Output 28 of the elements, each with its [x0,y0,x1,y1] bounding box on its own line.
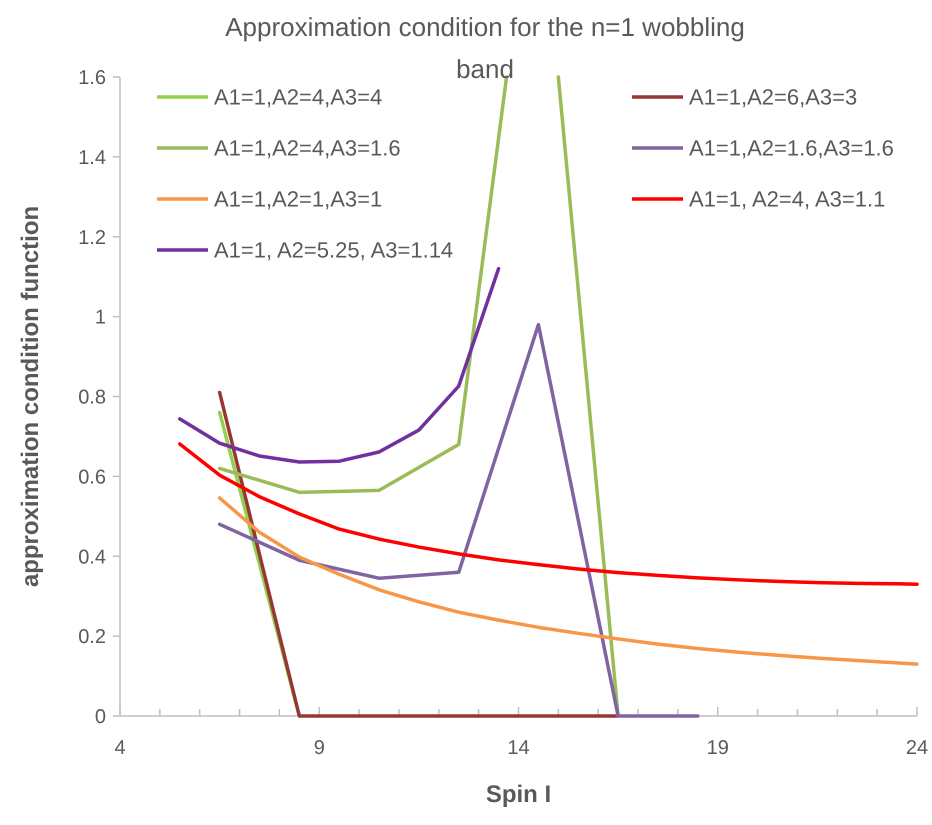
legend-label: A1=1,A2=6,A3=3 [689,84,858,110]
x-tick-label: 19 [706,737,729,759]
y-tick-label: 1.6 [78,67,106,89]
legend-label: A1=1,A2=4,A3=4 [214,84,382,110]
y-tick-label: 1 [94,306,106,329]
line-series [218,322,700,718]
legend-label: A1=1,A2=4,A3=1.6 [214,136,401,161]
legend-label: A1=1,A2=1.6,A3=1.6 [689,136,894,161]
y-axis-title: approximation condition function [17,206,44,588]
x-tick-label: 4 [114,737,126,759]
y-tick-label: 1.4 [78,146,106,169]
line-series [218,496,919,666]
y-tick-label: 0.4 [78,546,106,568]
legend-label: A1=1, A2=5.25, A3=1.14 [214,238,454,263]
y-tick-label: 1.2 [78,226,106,249]
chart-title: Approximation condition for the n=1 wobbling band [225,12,745,84]
x-tick-label: 24 [906,737,928,759]
legend-label: A1=1, A2=4, A3=1.1 [689,186,886,212]
legend-label: A1=1,A2=1,A3=1 [214,186,382,212]
x-tick-label: 9 [314,737,325,759]
line-series [178,442,919,586]
y-tick-label: 0.8 [78,386,106,408]
y-tick-label: 0.2 [78,626,106,648]
y-tick-label: 0.6 [78,466,106,488]
line-series [178,266,500,464]
x-tick-label: 14 [507,737,530,759]
y-tick-label: 0 [94,706,106,728]
x-axis-title: Spin I [486,781,552,808]
